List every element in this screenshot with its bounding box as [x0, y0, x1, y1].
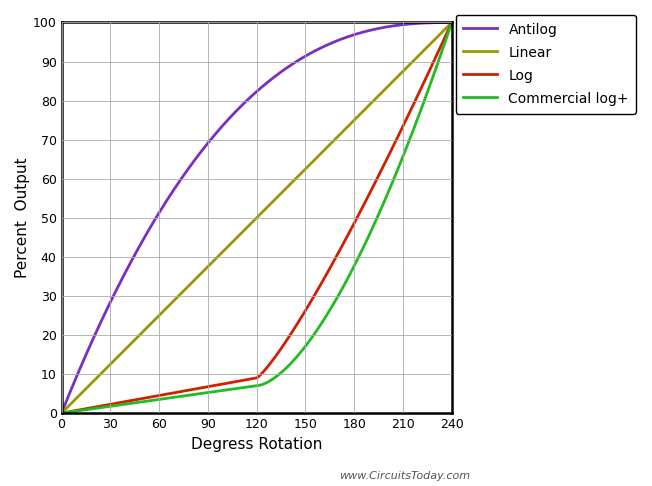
Line: Antilog: Antilog — [61, 22, 452, 413]
Commercial log+ — [207, 389, 215, 395]
Line: Commercial log+: Commercial log+ — [61, 22, 452, 413]
Linear — [398, 69, 406, 75]
Antilog — [125, 262, 133, 268]
Line: Linear: Linear — [61, 22, 452, 413]
Log — [440, 36, 448, 42]
Log — [224, 380, 232, 386]
Log — [57, 410, 65, 416]
Antilog — [448, 19, 456, 25]
Antilog — [398, 22, 406, 28]
Linear — [448, 19, 456, 25]
Commercial log+ — [398, 156, 406, 162]
Commercial log+ — [102, 404, 110, 410]
Antilog — [440, 19, 448, 25]
Commercial log+ — [57, 410, 65, 416]
Linear — [125, 343, 133, 348]
Legend: Antilog, Linear, Log, Commercial log+: Antilog, Linear, Log, Commercial log+ — [456, 15, 636, 114]
Y-axis label: Percent  Output: Percent Output — [15, 157, 30, 278]
Log — [125, 398, 133, 404]
Linear — [224, 243, 232, 249]
Commercial log+ — [440, 42, 448, 48]
Log — [398, 125, 406, 131]
Linear — [102, 365, 110, 371]
Line: Log: Log — [61, 22, 452, 413]
Linear — [207, 260, 215, 266]
Antilog — [102, 308, 110, 314]
Linear — [440, 27, 448, 33]
Text: www.CircuitsToday.com: www.CircuitsToday.com — [338, 471, 470, 481]
Log — [207, 383, 215, 389]
Antilog — [224, 117, 232, 122]
Antilog — [57, 410, 65, 416]
X-axis label: Degress Rotation: Degress Rotation — [191, 436, 322, 451]
Log — [102, 402, 110, 408]
Log — [448, 19, 456, 25]
Linear — [57, 410, 65, 416]
Antilog — [207, 136, 215, 142]
Commercial log+ — [448, 19, 456, 25]
Commercial log+ — [125, 401, 133, 407]
Commercial log+ — [224, 387, 232, 393]
